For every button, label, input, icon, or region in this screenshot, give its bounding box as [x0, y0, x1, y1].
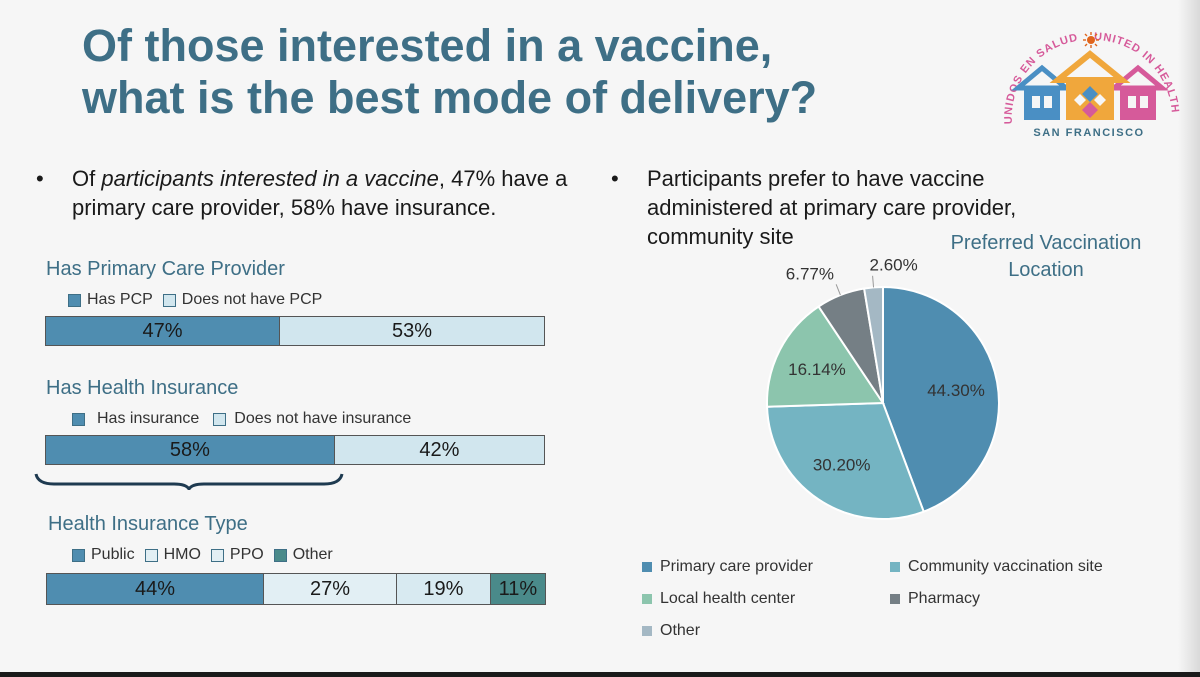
bar-segment-no-insurance: 42% — [334, 436, 544, 464]
legend-label: Other — [292, 546, 333, 563]
pcp-bar: 47% 53% — [45, 316, 545, 346]
window-edge-shadow — [1178, 0, 1200, 677]
legend-item-public: Public — [72, 546, 135, 564]
title-line-2: what is the best mode of delivery? — [82, 72, 818, 123]
legend-label: HMO — [163, 546, 201, 563]
pie-label-primary-care: 44.30% — [927, 381, 985, 400]
title-line-1: Of those interested in a vaccine, — [82, 20, 773, 71]
pie-legend-item-primary: Primary care provider — [642, 558, 813, 576]
pie-label-local-health-center: 16.14% — [788, 360, 846, 379]
legend-swatch — [72, 548, 85, 562]
legend-swatch — [144, 548, 158, 562]
page-title: Of those interested in a vaccine, what i… — [82, 20, 1002, 124]
brace-icon — [34, 473, 344, 490]
pie-leader-line — [835, 284, 841, 296]
bar-segment-ppo: 19% — [397, 574, 491, 604]
pcp-legend: Has PCP Does not have PCP — [68, 291, 332, 309]
bar-label: 58% — [169, 438, 210, 461]
legend-label: Primary care provider — [660, 558, 813, 575]
pie-legend-item-other: Other — [642, 622, 700, 640]
legend-label: Does not have insurance — [234, 410, 412, 427]
bar-label: 11% — [498, 577, 538, 600]
bar-label: 53% — [392, 319, 433, 342]
bullet-left-part2: , 47% have a primary care provider, 58% … — [72, 166, 568, 220]
bar-segment-hmo: 27% — [263, 574, 398, 604]
unidos-en-salud-logo: UNIDOS EN SALUD UNITED IN HEALTH — [1003, 31, 1180, 139]
pcp-chart-title: Has Primary Care Provider — [46, 258, 285, 280]
legend-label: PPO — [229, 546, 264, 563]
legend-swatch — [642, 626, 652, 636]
logo-text-bottom: SAN FRANCISCO — [1033, 127, 1144, 139]
pie-leader-line — [872, 275, 875, 288]
bar-label: 47% — [142, 319, 183, 342]
pie-legend-item-local: Local health center — [642, 590, 795, 608]
legend-label: Has PCP — [87, 291, 153, 308]
legend-swatch — [210, 548, 224, 562]
bullet-left-italic: participants interested in a vaccine — [101, 166, 439, 191]
insurance-legend: Has insurance Does not have insurance — [72, 410, 421, 428]
insurance-bar: 58% 42% — [45, 435, 545, 465]
legend-item-has-pcp: Has PCP — [68, 291, 153, 309]
legend-label: Community vaccination site — [908, 558, 1103, 575]
bar-label: 42% — [419, 438, 460, 461]
bullet-right-text: Participants prefer to have vaccine admi… — [647, 166, 1017, 249]
legend-item-no-pcp: Does not have PCP — [162, 291, 323, 309]
legend-label: Does not have PCP — [181, 291, 323, 308]
legend-swatch — [890, 594, 900, 604]
pie-slice-community-site — [766, 401, 925, 520]
bar-segment-other: 11% — [490, 574, 545, 604]
bullet-left-part1: Of — [72, 166, 102, 191]
bullet-right: • Participants prefer to have vaccine ad… — [611, 164, 1067, 251]
pie-label-other: 2.60% — [870, 255, 918, 274]
legend-swatch — [642, 562, 652, 572]
legend-label: Local health center — [660, 590, 796, 607]
insurance-chart-title: Has Health Insurance — [46, 377, 239, 399]
legend-item-hmo: HMO — [144, 546, 201, 564]
bullet-dot: • — [36, 166, 44, 191]
pie-chart-title: Preferred Vaccination Location — [950, 232, 1142, 281]
pie-slice-local-health-center — [766, 305, 885, 408]
bar-segment-no-pcp: 53% — [280, 317, 544, 345]
legend-swatch — [72, 412, 85, 426]
insurance-type-legend: Public HMO PPO Other — [72, 546, 343, 564]
bar-label: 44% — [134, 577, 175, 600]
insurance-type-chart-title: Health Insurance Type — [48, 513, 248, 535]
legend-swatch — [642, 594, 652, 604]
pie-legend-item-community: Community vaccination site — [890, 558, 1103, 576]
bottom-edge — [0, 672, 1200, 677]
legend-item-has-insurance: Has insurance — [72, 410, 199, 428]
bullet-left: • Of participants interested in a vaccin… — [36, 164, 572, 222]
bullet-dot: • — [611, 166, 619, 191]
pie-label-pharmacy: 6.77% — [786, 265, 834, 284]
legend-swatch — [890, 562, 900, 572]
bar-segment-public: 44% — [47, 574, 264, 604]
insurance-type-bar: 44% 27% 19% 11% — [46, 573, 546, 605]
legend-item-ppo: PPO — [210, 546, 264, 564]
legend-swatch — [68, 293, 81, 307]
bar-label: 27% — [309, 577, 351, 600]
legend-item-no-insurance: Does not have insurance — [213, 410, 411, 428]
legend-swatch — [162, 293, 176, 307]
pie-label-community-site: 30.20% — [813, 456, 871, 475]
sun-icon — [1083, 32, 1099, 48]
legend-swatch — [273, 548, 287, 562]
pie-chart: 44.30% 30.20% 16.14% 6.77% 2.60% — [766, 255, 1000, 520]
legend-label: Has insurance — [97, 410, 200, 427]
bar-segment-has-pcp: 47% — [46, 317, 281, 345]
legend-swatch — [213, 412, 227, 426]
legend-label: Other — [660, 622, 701, 639]
pie-legend-item-pharmacy: Pharmacy — [890, 590, 980, 608]
legend-label: Public — [91, 546, 135, 563]
legend-label: Pharmacy — [908, 590, 981, 607]
houses-icon — [1011, 50, 1169, 120]
legend-item-other: Other — [273, 546, 333, 564]
bar-label: 19% — [423, 577, 464, 600]
pie-slice-primary-care — [882, 285, 1000, 513]
bar-segment-has-insurance: 58% — [46, 436, 335, 464]
